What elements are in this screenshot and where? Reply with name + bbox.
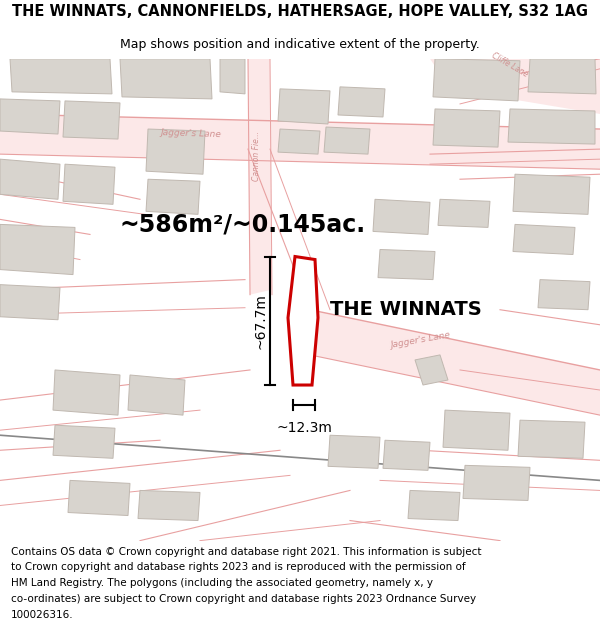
Text: THE WINNATS, CANNONFIELDS, HATHERSAGE, HOPE VALLEY, S32 1AG: THE WINNATS, CANNONFIELDS, HATHERSAGE, H… [12,4,588,19]
Polygon shape [220,59,245,94]
Text: Cannon Fie...: Cannon Fie... [252,131,261,181]
Polygon shape [0,99,60,134]
Polygon shape [53,425,115,458]
Polygon shape [328,435,380,468]
Polygon shape [63,164,115,204]
Polygon shape [513,174,590,214]
Polygon shape [378,249,435,279]
Polygon shape [146,129,205,174]
Text: Jagger's Lane: Jagger's Lane [390,331,451,350]
Polygon shape [310,310,600,415]
Polygon shape [138,491,200,521]
Polygon shape [430,59,600,114]
Polygon shape [120,59,212,99]
Polygon shape [518,420,585,458]
Polygon shape [433,109,500,147]
Polygon shape [288,256,318,385]
Polygon shape [433,59,520,101]
Text: THE WINNATS: THE WINNATS [330,300,482,319]
Polygon shape [443,410,510,450]
Polygon shape [68,481,130,516]
Text: 100026316.: 100026316. [11,610,73,620]
Polygon shape [248,59,272,294]
Text: ~12.3m: ~12.3m [276,421,332,435]
Polygon shape [128,375,185,415]
Polygon shape [438,199,490,228]
Polygon shape [415,355,448,385]
Text: Cliffe Lane: Cliffe Lane [490,51,530,79]
Polygon shape [278,129,320,154]
Polygon shape [146,179,200,214]
Polygon shape [278,89,330,124]
Polygon shape [10,59,112,94]
Polygon shape [0,224,75,274]
Polygon shape [383,440,430,471]
Polygon shape [528,59,596,94]
Text: Contains OS data © Crown copyright and database right 2021. This information is : Contains OS data © Crown copyright and d… [11,546,481,556]
Text: HM Land Registry. The polygons (including the associated geometry, namely x, y: HM Land Registry. The polygons (includin… [11,578,433,588]
Polygon shape [0,114,600,169]
Polygon shape [63,101,120,139]
Polygon shape [0,159,60,199]
Text: Jagger's Lane: Jagger's Lane [160,128,221,139]
Polygon shape [338,87,385,117]
Polygon shape [408,491,460,521]
Text: to Crown copyright and database rights 2023 and is reproduced with the permissio: to Crown copyright and database rights 2… [11,562,466,572]
Polygon shape [513,224,575,254]
Text: Map shows position and indicative extent of the property.: Map shows position and indicative extent… [120,38,480,51]
Text: ~67.7m: ~67.7m [253,293,267,349]
Polygon shape [508,109,595,144]
Polygon shape [53,370,120,415]
Polygon shape [373,199,430,234]
Text: ~586m²/~0.145ac.: ~586m²/~0.145ac. [120,213,366,236]
Polygon shape [463,466,530,501]
Text: co-ordinates) are subject to Crown copyright and database rights 2023 Ordnance S: co-ordinates) are subject to Crown copyr… [11,594,476,604]
Polygon shape [538,279,590,310]
Polygon shape [0,284,60,320]
Polygon shape [324,127,370,154]
